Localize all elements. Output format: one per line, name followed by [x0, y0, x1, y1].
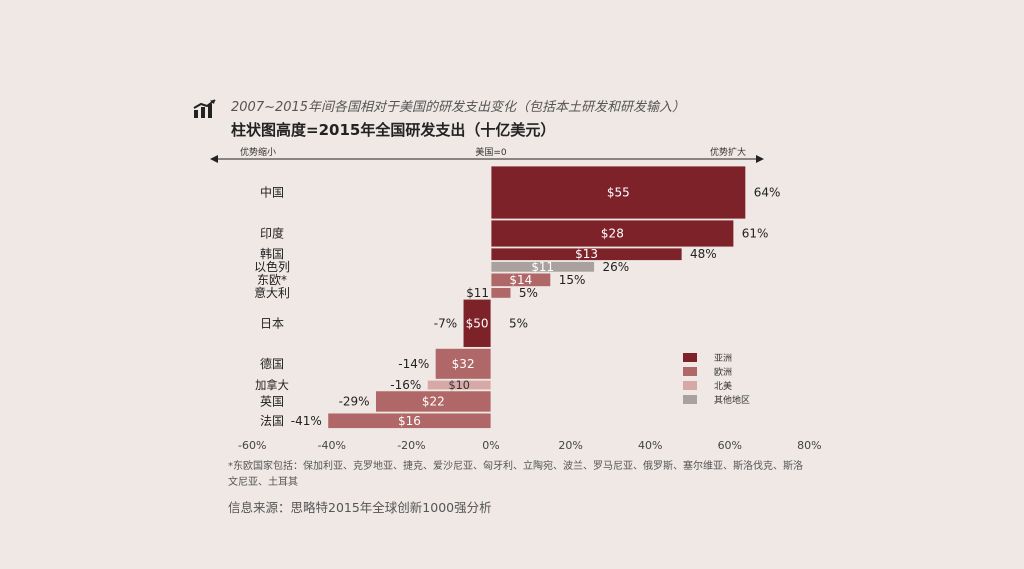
footnote: *东欧国家包括：保加利亚、克罗地亚、捷克、爱沙尼亚、匈牙利、立陶宛、波兰、罗马尼…: [228, 461, 803, 488]
spend-label: $55: [607, 186, 630, 200]
source-note: 信息来源：思略特2015年全球创新1000强分析: [228, 500, 492, 515]
legend-label: 其他地区: [714, 394, 750, 406]
country-label: 英国: [260, 394, 284, 408]
x-tick-label: -60%: [238, 439, 266, 452]
country-label: 以色列: [254, 260, 290, 274]
x-tick-label: 20%: [558, 439, 582, 452]
x-tick-label: 80%: [797, 439, 821, 452]
extra-label: 5%: [509, 316, 528, 330]
spend-label: $11: [466, 286, 489, 300]
change-label: 26%: [602, 260, 629, 274]
legend-swatch: [683, 353, 697, 362]
bar: [490, 261, 595, 273]
x-tick-label: 60%: [718, 439, 742, 452]
country-label: 中国: [260, 185, 284, 200]
change-label: -41%: [291, 414, 322, 428]
bar: [434, 347, 492, 380]
spend-label: $10: [448, 379, 469, 392]
country-label: 德国: [260, 356, 284, 371]
country-label: 加拿大: [255, 378, 289, 392]
change-label: 48%: [690, 247, 717, 261]
country-label: 印度: [260, 225, 284, 240]
x-tick-label: -20%: [397, 439, 425, 452]
legend-swatch: [683, 395, 697, 404]
spend-label: $14: [509, 273, 532, 287]
country-label: 法国: [260, 414, 284, 428]
change-label: -7%: [434, 316, 457, 330]
arrow-left-icon: [210, 155, 218, 163]
spend-label: $50: [466, 316, 489, 330]
bar: [462, 298, 492, 348]
country-label: 日本: [260, 316, 284, 330]
spend-label: $28: [601, 226, 624, 240]
country-label: 韩国: [260, 246, 284, 261]
bar: [426, 379, 492, 391]
change-label: -16%: [390, 378, 421, 392]
legend-label: 亚洲: [714, 353, 732, 364]
chart-subtitle: 2007~2015年间各国相对于美国的研发支出变化（包括本土研发和研发输入）: [231, 100, 686, 115]
change-label: 5%: [519, 286, 538, 300]
spend-label: $13: [575, 247, 598, 261]
change-label: 15%: [559, 273, 586, 287]
bar: [375, 390, 492, 413]
change-label: 64%: [754, 186, 781, 200]
arrow-label-left: 优势缩小: [240, 146, 276, 158]
arrow-label-center: 美国=0: [475, 146, 507, 158]
legend-swatch: [683, 367, 697, 376]
legend-label: 欧洲: [714, 366, 732, 378]
bar: [490, 247, 683, 261]
chart-title: 柱状图高度=2015年全国研发支出（十亿美元）: [231, 121, 556, 139]
country-label: 意大利: [254, 285, 290, 300]
bar-chart-icon: [193, 99, 216, 118]
bar: [327, 412, 492, 429]
spend-label: $16: [398, 414, 421, 428]
legend-label: 北美: [714, 380, 732, 392]
bar: [490, 272, 552, 288]
change-label: -14%: [398, 357, 429, 371]
change-label: 61%: [742, 226, 769, 240]
change-label: -29%: [339, 394, 370, 408]
arrow-right-icon: [756, 155, 764, 163]
spend-label: $22: [422, 394, 445, 408]
x-tick-label: 40%: [638, 439, 662, 452]
bar: [490, 287, 512, 299]
bar: [490, 219, 735, 248]
spend-label: $32: [452, 357, 475, 371]
x-tick-label: -40%: [318, 439, 346, 452]
legend-swatch: [683, 381, 697, 390]
x-tick-label: 0%: [482, 439, 499, 452]
spend-label: $11: [531, 260, 554, 274]
arrow-label-right: 优势扩大: [710, 146, 746, 158]
country-label: 东欧*: [257, 273, 287, 287]
bar: [490, 165, 747, 220]
